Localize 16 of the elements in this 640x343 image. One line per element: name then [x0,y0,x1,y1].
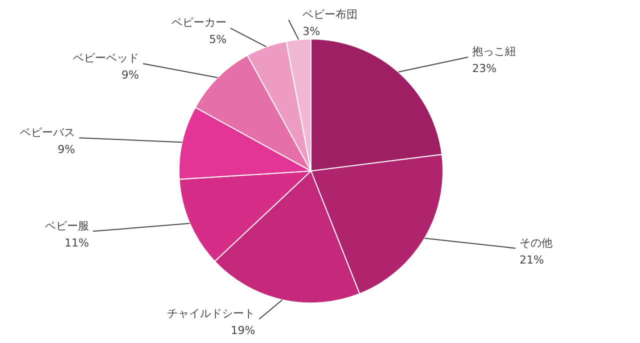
slice-label: ベビーカー [172,16,227,30]
slice-label: 抱っこ紐 [472,45,516,58]
slice-label: その他 [520,236,553,250]
data-label: 9% [58,142,76,156]
data-label: 19% [230,324,256,338]
data-label: 11% [64,236,89,250]
slice-label: ベビー布団 [302,8,358,21]
data-label: 3% [302,24,320,38]
data-label: 21% [520,253,544,266]
slice-label: チャイルドシート [167,307,256,320]
data-label: 9% [122,68,139,82]
data-label: 23% [472,62,497,76]
slice-label: ベビー服 [44,219,89,232]
slice-label: ベビーベッド [72,52,139,65]
slice-label: ベビーバス [20,126,76,139]
data-label: 5% [209,33,227,46]
